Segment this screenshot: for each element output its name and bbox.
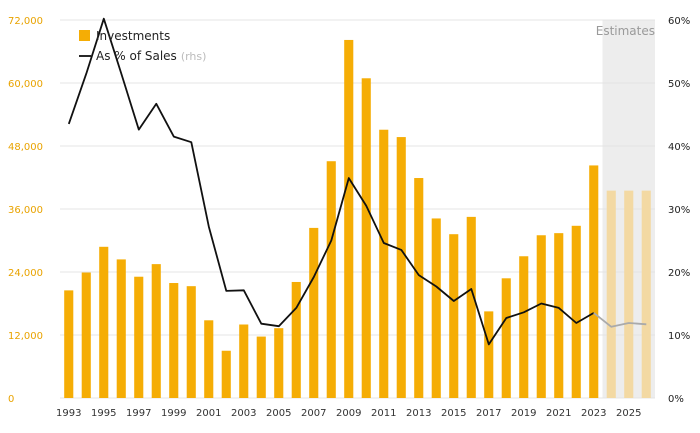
sales-percent-line — [67, 17, 595, 346]
estimates-label: Estimates — [596, 24, 655, 38]
investment-bar — [256, 336, 266, 398]
y-right-tick-label: 10% — [668, 331, 690, 342]
x-tick-label: 2019 — [511, 408, 536, 419]
investment-bar — [449, 234, 459, 398]
y-left-tick-label: 60,000 — [8, 79, 43, 90]
investment-bar — [81, 272, 91, 398]
investment-bar — [274, 328, 284, 398]
x-tick-label: 2011 — [371, 408, 396, 419]
x-tick-label: 2013 — [406, 408, 431, 419]
investment-bar — [344, 39, 354, 398]
sales-percent-line-estimate — [593, 312, 647, 328]
investment-bar — [396, 137, 406, 398]
y-left-tick-label: 0 — [8, 394, 14, 405]
legend-line-name: As % of Sales — [96, 49, 177, 63]
investment-bar — [186, 286, 196, 398]
y-right-tick-label: 40% — [668, 142, 690, 153]
investment-bar — [536, 235, 546, 398]
y-right-tick-label: 30% — [668, 205, 690, 216]
x-tick-label: 1993 — [56, 408, 81, 419]
y-left-tick-label: 36,000 — [8, 205, 43, 216]
legend-bar-swatch — [79, 30, 90, 41]
investment-bar — [151, 264, 161, 398]
investment-bar — [554, 233, 564, 398]
investment-bar — [326, 161, 336, 398]
x-tick-label: 2023 — [581, 408, 606, 419]
axis-layer: 0 12,000 24,000 36,000 48,000 60,000 72,000 0% 1… — [8, 16, 690, 419]
legend-line-label: As % of Sales (rhs) — [96, 49, 206, 63]
x-tick-label: 2003 — [231, 408, 256, 419]
estimate-bar — [624, 190, 634, 398]
y-left-tick-label: 72,000 — [8, 16, 43, 27]
investment-bar — [169, 283, 179, 398]
investment-bar — [501, 278, 511, 398]
investment-bar — [466, 216, 476, 398]
investment-bar — [291, 281, 301, 398]
x-tick-label: 1997 — [126, 408, 151, 419]
x-tick-label: 2007 — [301, 408, 326, 419]
x-tick-label: 1995 — [91, 408, 116, 419]
y-right-tick-label: 50% — [668, 79, 690, 90]
investment-bar — [379, 129, 389, 398]
investment-bar — [361, 78, 371, 399]
x-tick-label: 2009 — [336, 408, 361, 419]
investment-bar — [309, 227, 319, 398]
y-right-tick-label: 20% — [668, 268, 690, 279]
bars-layer — [64, 39, 651, 399]
investment-bar — [484, 311, 494, 398]
x-tick-label: 2017 — [476, 408, 501, 419]
y-right-tick-label: 0% — [668, 394, 684, 405]
investment-bar — [64, 290, 74, 398]
x-tick-label: 2025 — [616, 408, 641, 419]
investment-bar — [431, 218, 441, 398]
investment-bar — [134, 276, 144, 398]
estimate-bar — [641, 190, 651, 398]
investment-bar — [519, 256, 529, 398]
x-tick-label: 2015 — [441, 408, 466, 419]
legend-line-suffix: (rhs) — [181, 50, 207, 63]
investment-bar — [221, 350, 231, 398]
x-tick-label: 2005 — [266, 408, 291, 419]
investment-bar — [239, 324, 249, 398]
x-tick-label: 2021 — [546, 408, 571, 419]
x-tick-label: 1999 — [161, 408, 186, 419]
investment-bar — [571, 225, 581, 398]
investment-bar — [116, 259, 126, 398]
investment-bar — [589, 165, 599, 398]
y-left-tick-label: 12,000 — [8, 331, 43, 342]
line-layer — [67, 17, 647, 346]
y-left-tick-label: 24,000 — [8, 268, 43, 279]
estimate-bar — [606, 190, 616, 398]
y-right-tick-label: 60% — [668, 16, 690, 27]
y-left-tick-label: 48,000 — [8, 142, 43, 153]
investment-bar — [99, 246, 109, 398]
investment-bar — [414, 178, 424, 398]
legend: Investments As % of Sales (rhs) — [79, 29, 206, 63]
investment-bar — [204, 320, 214, 398]
x-tick-label: 2001 — [196, 408, 221, 419]
legend-bar-label: Investments — [96, 29, 170, 43]
